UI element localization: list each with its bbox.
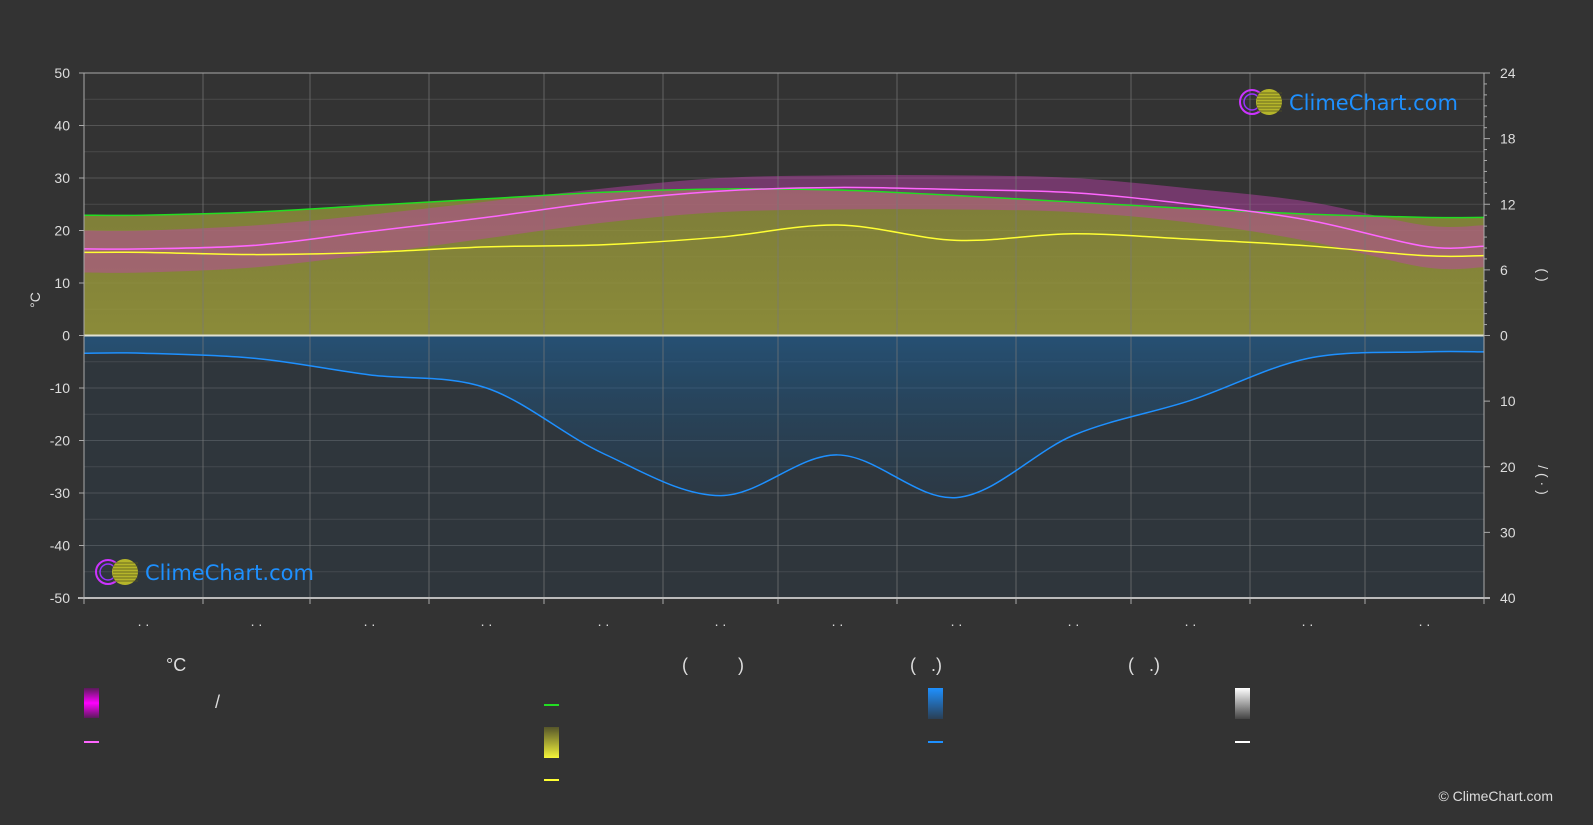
legend-precipitation-swatch <box>928 741 943 743</box>
y-right-upper-tick-label: 24 <box>1500 65 1516 81</box>
precipitation-band <box>84 335 1484 498</box>
legend-sun-title: ( ) <box>682 655 744 675</box>
avg-temp-line <box>83 186 1485 250</box>
sunshine-line <box>83 224 1485 258</box>
y-left-tick-label: 40 <box>54 118 70 134</box>
x-tick-label: . . <box>1302 613 1314 629</box>
y-left-tick-label: 10 <box>54 275 70 291</box>
legend-avg-temp-swatch <box>84 741 99 743</box>
y-left-tick-label: -40 <box>50 538 70 554</box>
y-right-lower-tick-label: 10 <box>1500 393 1516 409</box>
sunshine-band <box>84 188 1484 336</box>
legend-snow-band-swatch <box>1235 688 1250 719</box>
x-tick-label: . . <box>1068 613 1080 629</box>
precipitation-line <box>83 350 1485 499</box>
rain-area-shade <box>84 335 1484 598</box>
y-right-lower-tick-label: 20 <box>1500 459 1516 475</box>
y-left-axis-label: °C <box>27 292 43 308</box>
legend-rain-band-swatch <box>928 688 943 719</box>
logo-text: ClimeChart.com <box>1289 91 1458 115</box>
y-right-upper-tick-label: 12 <box>1500 196 1516 212</box>
y-left-tick-label: -50 <box>50 590 70 606</box>
y-left-tick-label: -30 <box>50 485 70 501</box>
legend-rain-title: ( .) <box>910 655 942 675</box>
temperature-range-band <box>84 175 1484 273</box>
y-right-upper-tick-label: 18 <box>1500 131 1516 147</box>
copyright: © ClimeChart.com <box>1438 788 1553 804</box>
y-left-tick-label: 20 <box>54 223 70 239</box>
y-left-tick-label: 50 <box>54 65 70 81</box>
y-left-tick-label: 0 <box>62 328 70 344</box>
y-right-upper-tick-label: 6 <box>1500 262 1508 278</box>
x-tick-label: . . <box>1419 613 1431 629</box>
legend-temp-range-label: / <box>215 692 221 712</box>
y-right-lower-tick-label: 40 <box>1500 590 1516 606</box>
y-left-tick-label: -20 <box>50 433 70 449</box>
x-tick-label: . . <box>364 613 376 629</box>
legend-sunshine-band-swatch <box>544 727 559 758</box>
legend-daylight-swatch <box>544 704 559 706</box>
x-tick-label: . . <box>251 613 263 629</box>
x-tick-label: . . <box>715 613 727 629</box>
y-left-tick-label: 30 <box>54 170 70 186</box>
x-tick-label: . . <box>1185 613 1197 629</box>
legend-temp-range-swatch <box>84 688 99 718</box>
legend-temperature-title: °C <box>166 655 187 675</box>
x-tick-label: . . <box>481 613 493 629</box>
x-tick-label: . . <box>138 613 150 629</box>
y-right-upper-tick-label: 0 <box>1500 328 1508 344</box>
y-left-tick-label: -10 <box>50 380 70 396</box>
legend-snow-title: ( .) <box>1128 655 1160 675</box>
x-tick-label: . . <box>951 613 963 629</box>
y-right-lower-tick-label: 30 <box>1500 524 1516 540</box>
legend-sunshine-swatch <box>544 779 559 781</box>
logo-text: ClimeChart.com <box>145 561 314 585</box>
x-tick-label: . . <box>832 613 844 629</box>
logo-bottom: ClimeChart.com <box>95 559 314 585</box>
y-right-upper-axis-label: ( ) <box>1535 268 1551 281</box>
x-tick-label: . . <box>598 613 610 629</box>
legend-snow-swatch <box>1235 741 1250 743</box>
logo-top: ClimeChart.com <box>1239 89 1458 115</box>
y-right-lower-axis-label: / ( · ) <box>1535 465 1551 495</box>
